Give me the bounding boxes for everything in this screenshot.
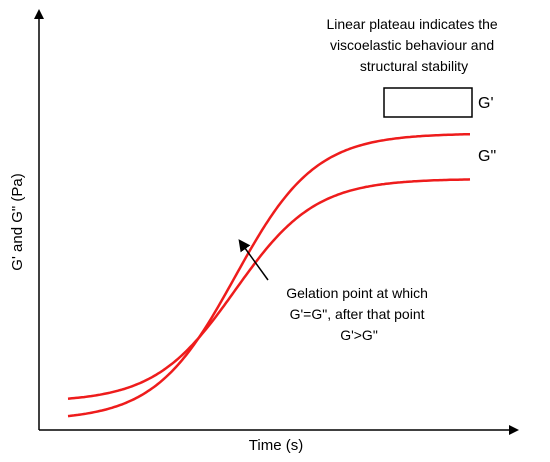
plateau-annotation-line: Linear plateau indicates the — [326, 16, 497, 32]
series-layer — [67, 132, 471, 418]
gelation-annotation-line: G'>G" — [340, 327, 378, 343]
series-label-gdoubleprime: G" — [478, 148, 496, 165]
gelation-annotation-line: G'=G", after that point — [290, 306, 425, 322]
gelation-annotation: Gelation point at which G'=G", after tha… — [286, 285, 432, 343]
series-label-gprime: G' — [478, 95, 494, 112]
y-axis-title: G' and G" (Pa) — [9, 173, 26, 270]
plateau-annotation-line: viscoelastic behaviour and — [330, 37, 494, 53]
plateau-annotation: Linear plateau indicates the viscoelasti… — [326, 16, 501, 74]
gelation-annotation-line: Gelation point at which — [286, 285, 428, 301]
x-axis-title: Time (s) — [249, 437, 303, 454]
plateau-annotation-line: structural stability — [360, 58, 468, 74]
plateau-highlight-box — [383, 87, 473, 118]
series-line-gprime — [67, 132, 470, 418]
gelation-arrow — [238, 239, 269, 281]
series-line-gdoubleprime — [67, 178, 471, 400]
